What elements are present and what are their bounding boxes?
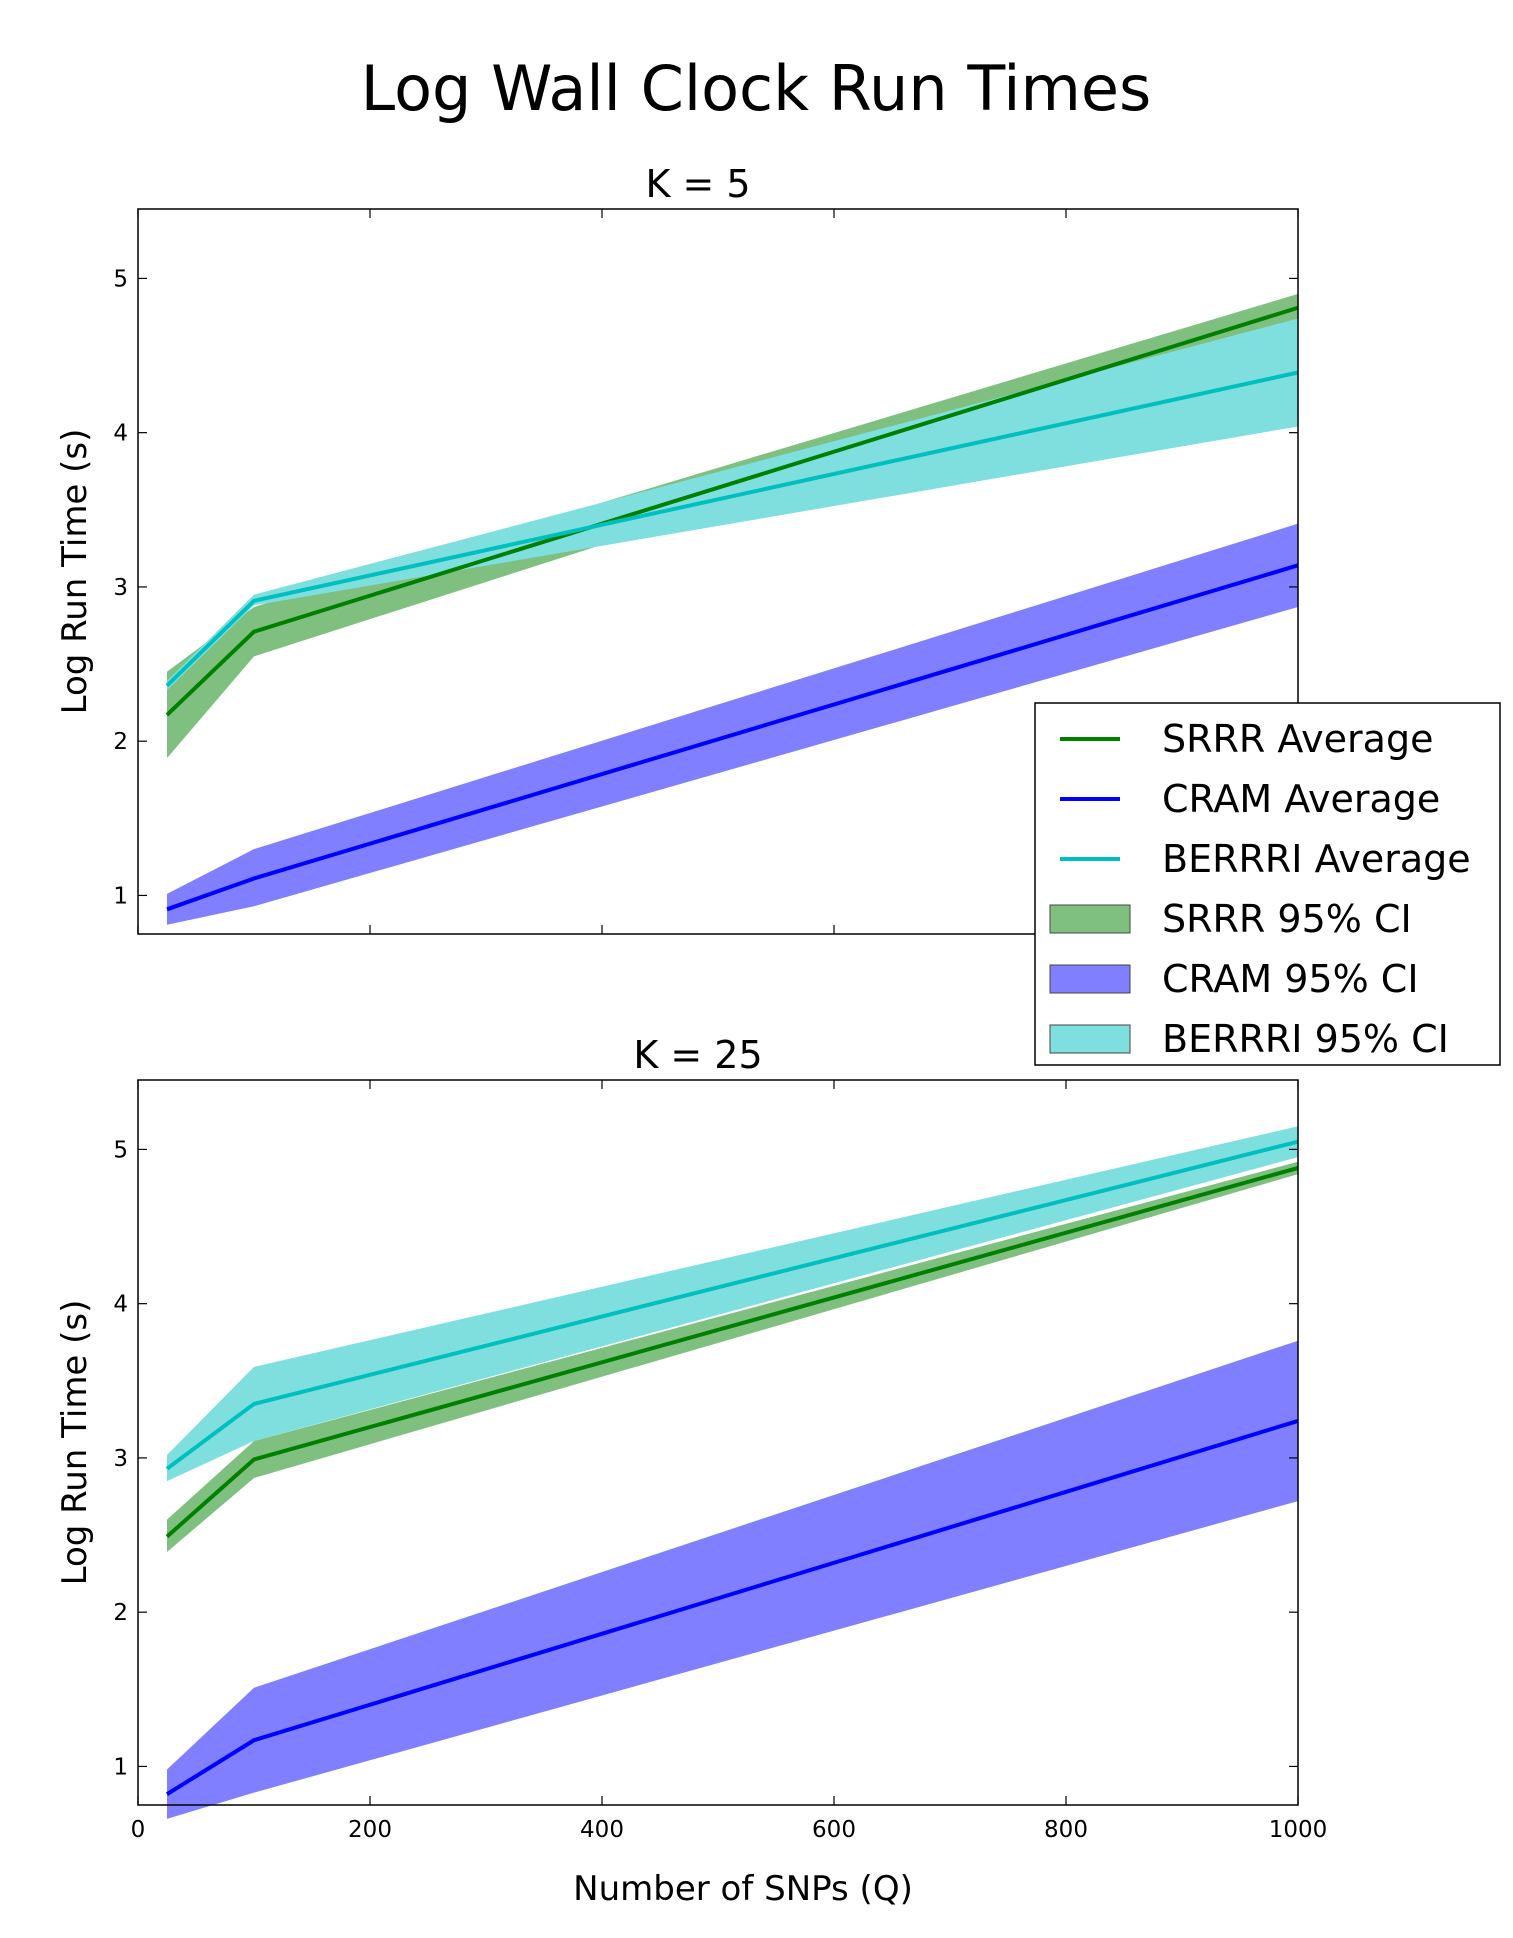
legend-box [1034,702,1501,1066]
berrri-average-line [165,1139,1299,1471]
x-tick-label: 800 [1044,1817,1088,1843]
figure-title: Log Wall Clock Run Times [361,52,1152,125]
legend-label: CRAM Average [1162,777,1440,821]
x-tick-label: 600 [812,1817,856,1843]
y-tick-label: 4 [113,1292,128,1318]
legend-label: SRRR Average [1162,717,1433,761]
berrri-ci-band [167,318,1298,691]
x-tick-label: 400 [580,1817,624,1843]
cram-average-line [166,563,1299,912]
panel-title: K = 5 [645,162,750,206]
legend-label: SRRR 95% CI [1162,897,1412,941]
plot-frame [137,208,1299,935]
legend-patch-swatch [1049,904,1131,934]
y-tick-label: 3 [113,575,128,601]
y-tick-label: 5 [113,266,128,292]
legend-patch-swatch [1049,964,1131,994]
cram-ci-band [167,523,1298,925]
legend-patch-swatch [1049,1024,1131,1054]
panel-1: 1 2 3 4 5 K = 5 Log Run Time (s) [55,162,1299,935]
y-tick-label: 2 [113,729,128,755]
legend: SRRR Average CRAM Average BERRRI Average SR… [1034,702,1501,1066]
y-tick-label: 2 [113,1600,128,1626]
berrri-ci-band [167,1126,1298,1482]
srrr-average-line [165,305,1299,717]
y-tick-label: 1 [113,883,128,909]
x-axis-label: Number of SNPs (Q) [573,1869,913,1909]
legend-label: BERRRI 95% CI [1162,1017,1449,1061]
y-tick-label: 4 [113,421,128,447]
berrri-average-line [165,370,1299,688]
cram-ci-band [167,1340,1298,1819]
y-tick-label: 5 [113,1137,128,1163]
panel-title: K = 25 [633,1033,762,1077]
legend-label: CRAM 95% CI [1162,957,1419,1001]
panel-2: 0 200 400 600 800 1000 1 2 3 4 5 K = 25 Log Run Time… [55,1033,1327,1843]
y-axis-label: Log Run Time (s) [55,1300,95,1586]
cram-average-line [165,1418,1299,1796]
x-tick-label: 0 [131,1817,146,1843]
plot-frame [137,1079,1299,1806]
legend-label: BERRRI Average [1162,837,1471,881]
srrr-average-line [165,1165,1299,1539]
y-tick-label: 3 [113,1446,128,1472]
y-axis-label: Log Run Time (s) [55,429,95,715]
y-tick-label: 1 [113,1754,128,1780]
x-tick-label: 200 [348,1817,392,1843]
x-tick-label: 1000 [1269,1817,1328,1843]
